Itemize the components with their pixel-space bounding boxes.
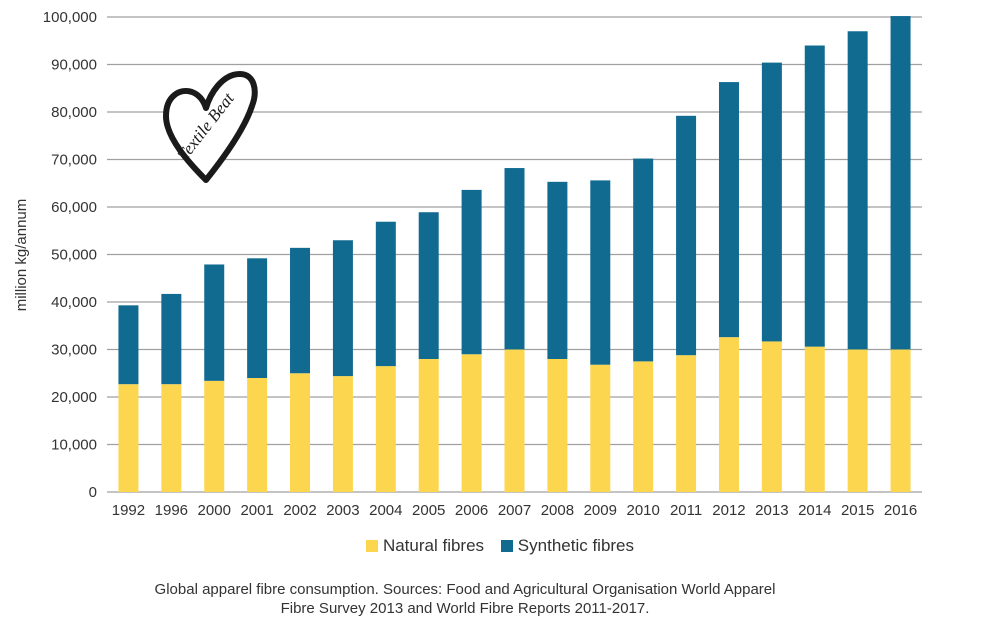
bars [118, 16, 911, 492]
x-tick-label: 2010 [626, 502, 659, 519]
y-tick-label: 50,000 [51, 247, 97, 264]
legend-item-natural: Natural fibres [365, 536, 485, 556]
bar-synthetic-2015 [847, 31, 868, 350]
bar-natural-2015 [847, 349, 868, 492]
y-tick-label: 10,000 [51, 437, 97, 454]
y-tick-label: 100,000 [43, 9, 97, 26]
bar-synthetic-2004 [375, 221, 396, 367]
x-tick-label: 2004 [369, 502, 402, 519]
x-tick-label: 2001 [240, 502, 273, 519]
caption-line-2: Fibre Survey 2013 and World Fibre Report… [280, 600, 650, 617]
y-tick-label: 30,000 [51, 342, 97, 359]
caption-line-1: Global apparel fibre consumption. Source… [154, 581, 776, 598]
x-tick-label: 2014 [798, 502, 831, 519]
bar-natural-2010 [633, 361, 654, 492]
chart-caption: Global apparel fibre consumption. Source… [0, 580, 930, 618]
x-tick-label: 2000 [198, 502, 231, 519]
bar-synthetic-1996 [161, 293, 182, 385]
y-axis-label: million kg/annum [13, 199, 30, 312]
bar-synthetic-2008 [547, 181, 568, 359]
x-tick-label: 2007 [498, 502, 531, 519]
bar-natural-2009 [590, 364, 611, 492]
bar-synthetic-2010 [633, 158, 654, 362]
legend: Natural fibres Synthetic fibres [0, 536, 1000, 556]
bar-synthetic-2012 [718, 82, 739, 338]
y-tick-label: 0 [89, 484, 97, 501]
synthetic-swatch-icon [500, 540, 513, 552]
bar-natural-2003 [332, 376, 353, 492]
stacked-bar-chart: 0 10,000 20,000 30,000 40,000 50,000 60,000 70,… [13, 9, 922, 519]
y-axis-tick-labels: 0 10,000 20,000 30,000 40,000 50,000 60,000 70,… [43, 9, 97, 501]
bar-natural-2013 [761, 341, 782, 492]
bar-natural-2002 [290, 373, 311, 492]
bar-synthetic-2005 [418, 212, 439, 359]
x-tick-label: 2015 [841, 502, 874, 519]
bar-synthetic-2006 [461, 189, 482, 355]
bar-synthetic-2002 [290, 247, 311, 374]
x-tick-label: 2013 [755, 502, 788, 519]
bar-synthetic-2009 [590, 180, 611, 365]
y-tick-label: 80,000 [51, 104, 97, 121]
heart-logo-icon: Textile Beat [163, 71, 258, 183]
x-tick-label: 1992 [112, 502, 145, 519]
x-tick-label: 2011 [670, 502, 702, 519]
bar-synthetic-2001 [247, 258, 268, 378]
x-tick-label: 2009 [584, 502, 617, 519]
bar-natural-1992 [118, 384, 139, 492]
bar-synthetic-2014 [804, 45, 825, 347]
bar-synthetic-2011 [676, 115, 697, 356]
bar-natural-1996 [161, 384, 182, 492]
y-tick-label: 90,000 [51, 57, 97, 74]
legend-item-synthetic: Synthetic fibres [500, 536, 635, 556]
bar-natural-2004 [375, 366, 396, 492]
bar-natural-2001 [247, 378, 268, 492]
natural-swatch-icon [365, 540, 378, 552]
x-tick-label: 2008 [541, 502, 574, 519]
bar-natural-2016 [890, 349, 911, 492]
bar-synthetic-2007 [504, 168, 525, 350]
x-tick-label: 2005 [412, 502, 445, 519]
bar-natural-2008 [547, 359, 568, 492]
y-tick-label: 20,000 [51, 389, 97, 406]
x-tick-label: 2016 [884, 502, 917, 519]
bar-natural-2011 [676, 355, 697, 492]
bar-natural-2014 [804, 346, 825, 492]
legend-label-natural: Natural fibres [382, 536, 485, 555]
bar-natural-2007 [504, 349, 525, 492]
x-tick-label: 2003 [326, 502, 359, 519]
bar-synthetic-1992 [118, 305, 139, 385]
bar-natural-2012 [718, 337, 739, 492]
bar-synthetic-2000 [204, 264, 225, 381]
x-tick-label: 1996 [155, 502, 188, 519]
x-tick-label: 2006 [455, 502, 488, 519]
y-tick-label: 40,000 [51, 294, 97, 311]
legend-label-synthetic: Synthetic fibres [517, 536, 635, 555]
x-tick-label: 2002 [283, 502, 316, 519]
textile-beat-logo: Textile Beat [160, 68, 260, 186]
bar-natural-2000 [204, 380, 225, 492]
bar-natural-2005 [418, 359, 439, 492]
x-axis-tick-labels: 1992 1996 2000 2001 2002 2003 2004 2005 2006 2007… [112, 502, 917, 519]
y-tick-label: 70,000 [51, 152, 97, 169]
bar-natural-2006 [461, 354, 482, 492]
x-tick-label: 2012 [712, 502, 745, 519]
bar-synthetic-2013 [761, 62, 782, 342]
y-tick-label: 60,000 [51, 199, 97, 216]
bar-synthetic-2003 [332, 240, 353, 377]
bar-synthetic-2016 [890, 16, 911, 350]
